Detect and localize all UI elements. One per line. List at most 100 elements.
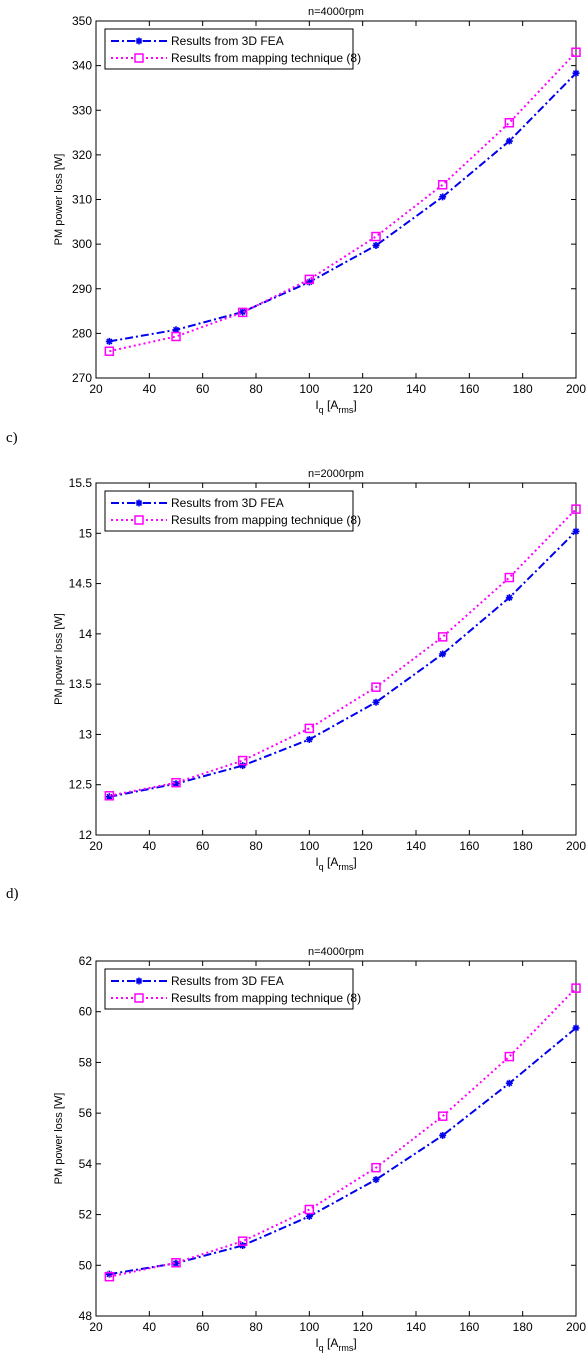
- series-mapping: [104, 504, 581, 801]
- data-point: [237, 1236, 248, 1246]
- data-point: [105, 337, 113, 345]
- data-point: [371, 682, 381, 692]
- chart-3: n=4000rpm 20 40 60 80 100 120 140 160 180 200 48 50 5…: [53, 946, 586, 1353]
- data-point: [504, 1051, 515, 1062]
- chart-2: n=2000rpm 20 40 60 80 100 120 140 160 180 200 12 12.…: [53, 468, 586, 872]
- x-tick-label: 100: [299, 839, 319, 853]
- data-point: [439, 1131, 447, 1139]
- data-point: [304, 723, 315, 734]
- data-point: [104, 791, 115, 801]
- legend-box: [104, 28, 354, 70]
- data-point: [504, 572, 515, 583]
- y-tick-label: 310: [72, 193, 92, 207]
- x-tick-label: 100: [299, 382, 319, 396]
- y-tick-label: 320: [72, 148, 92, 162]
- y-tick-label: 14: [79, 627, 93, 641]
- series-line: [109, 508, 577, 797]
- y-tick-label: 58: [79, 1055, 93, 1069]
- charts: n=4000rpm 20 40 60 80 100 120 140 160 180 200 270 28…: [53, 6, 586, 1353]
- y-tick-label: 12.5: [69, 778, 93, 792]
- y-tick-label: 350: [72, 14, 92, 28]
- x-tick-label: 140: [406, 1320, 426, 1334]
- x-tick-label: 60: [196, 1320, 210, 1334]
- y-tick-label: 300: [72, 237, 92, 251]
- data-point: [571, 983, 581, 993]
- x-tick-label: 180: [513, 1320, 533, 1334]
- data-point: [505, 137, 513, 145]
- data-point: [571, 504, 581, 514]
- data-point: [239, 762, 247, 770]
- x-tick-label: 40: [143, 382, 157, 396]
- data-point: [237, 307, 248, 318]
- data-point: [305, 735, 313, 743]
- data-point: [572, 69, 580, 77]
- data-point: [171, 331, 181, 342]
- y-axis-label: PM power loss [W]: [53, 613, 65, 705]
- data-point: [239, 308, 247, 316]
- y-tick-label: 13.5: [69, 677, 93, 691]
- legend-box: [104, 968, 354, 1010]
- legend-marker: [135, 977, 143, 985]
- x-tick-label: 140: [406, 839, 426, 853]
- chart-1: n=4000rpm 20 40 60 80 100 120 140 160 180 200 270 28…: [53, 6, 586, 415]
- data-point: [305, 1212, 313, 1220]
- data-point: [237, 755, 248, 766]
- x-tick-label: 20: [89, 839, 103, 853]
- x-tick-label: 160: [459, 382, 479, 396]
- y-tick-label: 270: [72, 371, 92, 385]
- legend: Results from 3D FEA Results from mapping …: [104, 28, 361, 70]
- x-tick-label: 200: [566, 839, 586, 853]
- data-point: [372, 241, 380, 249]
- y-tick-label: 54: [79, 1157, 93, 1171]
- y-tick-label: 62: [79, 954, 93, 968]
- data-point: [437, 632, 448, 642]
- legend-marker: [135, 37, 143, 45]
- x-tick-label: 80: [249, 1320, 263, 1334]
- x-tick-label: 180: [513, 839, 533, 853]
- data-point: [172, 780, 180, 788]
- chart-title: n=4000rpm: [308, 6, 364, 18]
- data-point: [371, 231, 381, 242]
- plot-area: [95, 20, 577, 379]
- y-tick-label: 13: [79, 727, 93, 741]
- x-tick-label: 120: [353, 839, 373, 853]
- x-tick-label: 160: [459, 1320, 479, 1334]
- x-tick-label: 200: [566, 382, 586, 396]
- y-tick-label: 56: [79, 1106, 93, 1120]
- data-point: [104, 1271, 115, 1282]
- data-point: [105, 1270, 113, 1278]
- data-point: [304, 1204, 315, 1215]
- data-point: [105, 793, 113, 801]
- data-point: [505, 1079, 513, 1087]
- y-tick-label: 60: [79, 1005, 93, 1019]
- series-line: [109, 987, 577, 1278]
- data-point: [572, 527, 580, 535]
- panel-label-d: d): [6, 886, 19, 902]
- legend-box: [104, 490, 354, 532]
- x-tick-label: 120: [353, 382, 373, 396]
- x-tick-label: 80: [249, 839, 263, 853]
- series-line: [109, 72, 577, 343]
- y-tick-label: 48: [79, 1309, 93, 1323]
- y-tick-label: 15: [79, 526, 93, 540]
- data-point: [439, 193, 447, 201]
- y-tick-label: 14.5: [69, 577, 93, 591]
- y-tick-label: 50: [79, 1258, 93, 1272]
- data-point: [305, 278, 313, 286]
- data-point: [571, 47, 581, 57]
- legend-label: Results from 3D FEA: [171, 974, 284, 988]
- y-axis-label: PM power loss [W]: [53, 154, 65, 246]
- series-line: [109, 51, 577, 353]
- x-tick-label: 20: [89, 1320, 103, 1334]
- data-point: [172, 1259, 180, 1267]
- legend-marker: [135, 499, 143, 507]
- y-axis-label: PM power loss [W]: [53, 1093, 65, 1185]
- data-point: [505, 594, 513, 602]
- panel-label-c: c): [6, 430, 18, 446]
- x-axis-label: Iq [Arms]: [315, 1336, 356, 1353]
- data-point: [437, 180, 448, 190]
- legend-label: Results from 3D FEA: [171, 496, 284, 510]
- series-fea: [105, 527, 580, 801]
- x-tick-label: 160: [459, 839, 479, 853]
